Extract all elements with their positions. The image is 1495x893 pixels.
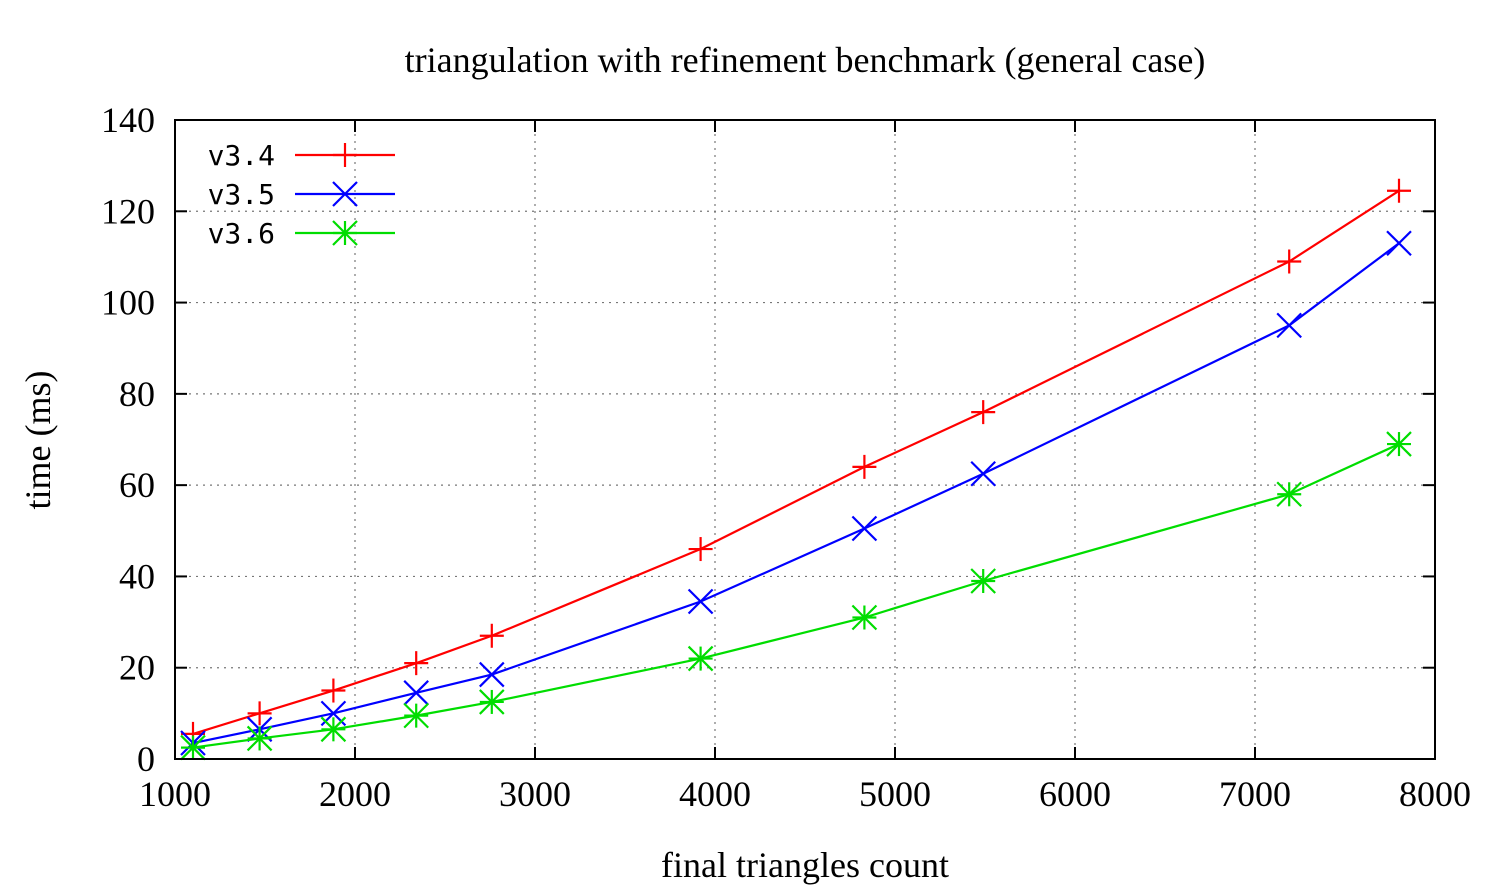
legend-label: v3.5: [208, 178, 275, 211]
y-tick-label: 40: [119, 556, 155, 596]
chart-title: triangulation with refinement benchmark …: [405, 40, 1206, 80]
y-tick-label: 0: [137, 739, 155, 779]
y-tick-label: 140: [101, 100, 155, 140]
data-point: [321, 678, 346, 703]
data-point: [970, 460, 996, 487]
x-tick-label: 3000: [499, 774, 571, 814]
data-point: [1276, 312, 1302, 339]
x-tick-label: 1000: [139, 774, 211, 814]
y-tick-label: 80: [119, 374, 155, 414]
series-v3.4: [181, 178, 1411, 746]
data-point: [246, 725, 273, 752]
data-point: [1276, 481, 1302, 508]
x-tick-label: 5000: [859, 774, 931, 814]
y-tick-label: 60: [119, 465, 155, 505]
series-v3.6: [180, 431, 1412, 761]
y-tick-label: 20: [119, 648, 155, 688]
series-line: [192, 443, 1400, 749]
data-point: [688, 537, 713, 562]
data-point: [1386, 431, 1412, 457]
data-point: [247, 701, 272, 726]
x-tick-label: 2000: [319, 774, 391, 814]
x-tick-label: 6000: [1039, 774, 1111, 814]
legend-marker: [333, 143, 357, 167]
x-tick-label: 8000: [1399, 774, 1471, 814]
plot-frame: [174, 119, 1436, 760]
data-point: [971, 400, 996, 425]
data-point: [851, 604, 878, 631]
legend: v3.4 v3.5 v3.6: [208, 139, 395, 250]
x-axis-label: final triangles count: [661, 845, 949, 885]
series-v3.5: [180, 230, 1412, 756]
data-point: [1387, 178, 1411, 203]
data-point: [320, 716, 347, 743]
data-point: [479, 689, 505, 715]
series-line: [192, 242, 1400, 745]
y-axis-label: time (ms): [18, 371, 58, 510]
data-point: [1386, 230, 1412, 257]
data-point: [479, 661, 505, 688]
data-point: [403, 680, 429, 706]
data-point: [851, 515, 878, 542]
legend-marker: [332, 181, 358, 207]
data-point: [852, 454, 877, 479]
data-point: [403, 702, 429, 729]
x-tick-label: 7000: [1219, 774, 1291, 814]
series-line: [192, 189, 1400, 735]
legend-label: v3.6: [208, 217, 275, 250]
y-tick-label: 120: [101, 191, 155, 231]
data-point: [404, 651, 429, 676]
plot-series: [180, 178, 1412, 761]
grid-lines: [175, 120, 1435, 759]
data-point: [687, 645, 714, 672]
legend-marker: [332, 220, 358, 246]
data-point: [180, 734, 206, 761]
y-tick-label: 100: [101, 283, 155, 323]
data-point: [479, 623, 504, 648]
data-point: [1277, 249, 1302, 274]
x-tick-label: 4000: [679, 774, 751, 814]
legend-label: v3.4: [208, 139, 275, 172]
axis-ticks: 1000 2000 3000 4000 5000 6000 7000 8000 0 20 40 60 8…: [101, 100, 1471, 814]
data-point: [970, 568, 996, 594]
data-point: [687, 588, 714, 615]
